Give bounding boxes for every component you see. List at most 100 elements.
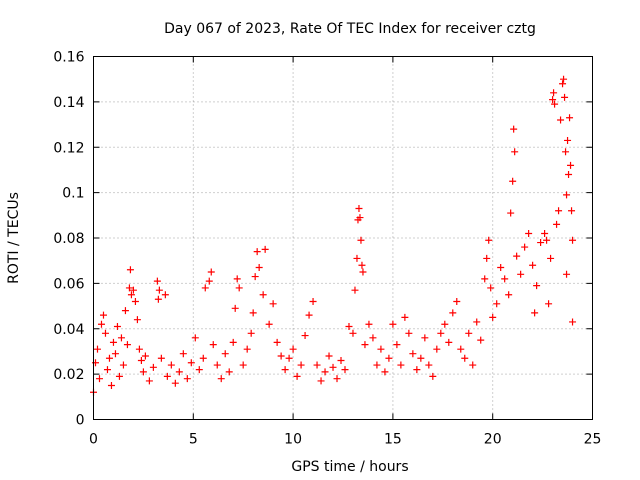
data-point: [163, 372, 171, 380]
data-point: [243, 345, 251, 353]
data-point: [115, 372, 123, 380]
y-tick-label: 0.12: [53, 140, 84, 156]
data-point: [191, 334, 199, 342]
data-point: [547, 254, 555, 262]
data-point: [205, 277, 213, 285]
data-point: [321, 368, 329, 376]
data-point: [261, 245, 269, 253]
data-point: [545, 300, 553, 308]
data-point: [125, 284, 133, 292]
data-point: [97, 320, 105, 328]
data-point: [155, 286, 163, 294]
data-point: [509, 177, 517, 185]
data-point: [429, 372, 437, 380]
data-point: [481, 275, 489, 283]
data-point: [465, 329, 473, 337]
data-point: [359, 268, 367, 276]
x-tick-label: 25: [584, 432, 602, 448]
data-point: [239, 361, 247, 369]
data-point: [126, 266, 134, 274]
data-point: [285, 354, 293, 362]
data-point: [229, 338, 237, 346]
data-point: [251, 273, 259, 281]
data-point: [373, 361, 381, 369]
data-point: [449, 309, 457, 317]
data-point: [561, 93, 569, 101]
data-point: [497, 263, 505, 271]
data-point: [549, 96, 557, 104]
data-point: [433, 345, 441, 353]
data-point: [566, 114, 574, 122]
data-point: [385, 354, 393, 362]
y-tick-label: 0.1: [62, 186, 84, 202]
data-point: [167, 361, 175, 369]
data-point: [521, 243, 529, 251]
y-tick-label: 0.06: [53, 276, 84, 292]
data-point: [141, 352, 149, 360]
data-point: [207, 268, 215, 276]
data-point: [510, 125, 518, 133]
data-point: [569, 236, 577, 244]
data-point: [453, 298, 461, 306]
data-point: [564, 136, 572, 144]
data-point: [161, 291, 169, 299]
data-point: [259, 291, 267, 299]
data-point: [305, 311, 313, 319]
data-point: [569, 318, 577, 326]
data-point: [93, 345, 101, 353]
data-point: [505, 291, 513, 299]
y-tick-label: 0.16: [53, 50, 84, 66]
data-point: [113, 322, 121, 330]
data-point: [341, 366, 349, 374]
data-point: [273, 338, 281, 346]
x-tick-label: 0: [89, 432, 98, 448]
data-point: [529, 261, 537, 269]
data-point: [517, 270, 525, 278]
data-point: [123, 341, 131, 349]
y-tick-label: 0.02: [53, 367, 84, 383]
x-tick-label: 5: [189, 432, 198, 448]
data-point: [231, 304, 239, 312]
data-point: [117, 334, 125, 342]
data-point: [133, 316, 141, 324]
data-point: [565, 170, 573, 178]
data-point: [531, 309, 539, 317]
data-point: [563, 191, 571, 199]
y-tick-label: 0.14: [53, 95, 84, 111]
data-point: [293, 372, 301, 380]
data-point: [309, 298, 317, 306]
data-point: [541, 229, 549, 237]
y-tick-labels: 0 0.02 0.04 0.06 0.08 0.1 0.12 0.14 0.16: [53, 50, 84, 429]
data-point: [209, 341, 217, 349]
y-axis-label: ROTI / TECUs: [6, 192, 22, 284]
data-point: [507, 209, 515, 217]
data-point: [277, 352, 285, 360]
data-point: [421, 334, 429, 342]
data-point: [568, 207, 576, 215]
data-points: [90, 75, 577, 396]
data-point: [313, 361, 321, 369]
data-point: [557, 116, 565, 124]
data-point: [550, 89, 558, 97]
data-point: [409, 350, 417, 358]
data-point: [337, 357, 345, 365]
data-point: [247, 329, 255, 337]
data-point: [129, 286, 137, 294]
data-point: [413, 366, 421, 374]
y-tick-label: 0.04: [53, 322, 84, 338]
data-point: [99, 311, 107, 319]
data-point: [175, 368, 183, 376]
data-point: [493, 300, 501, 308]
data-point: [289, 345, 297, 353]
data-point: [445, 338, 453, 346]
data-point: [107, 381, 115, 389]
data-point: [477, 336, 485, 344]
data-point: [325, 352, 333, 360]
data-point: [369, 334, 377, 342]
data-point: [171, 379, 179, 387]
data-point: [269, 300, 277, 308]
data-point: [405, 329, 413, 337]
data-point: [345, 322, 353, 330]
data-point: [537, 239, 545, 247]
data-point: [153, 277, 161, 285]
